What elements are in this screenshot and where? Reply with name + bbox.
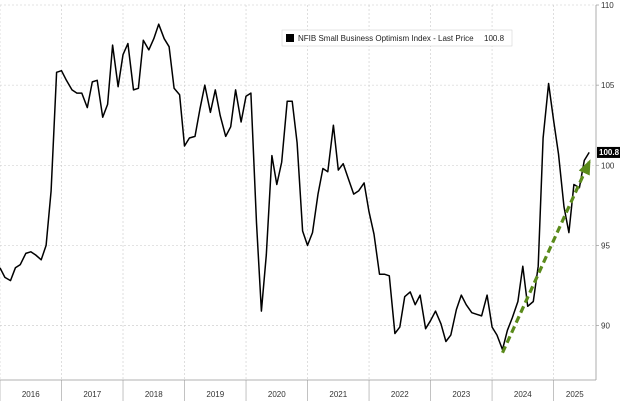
x-tick-label: 2024 [514, 390, 532, 399]
legend-swatch [286, 34, 294, 42]
x-tick-label: 2021 [329, 390, 347, 399]
series-layer [0, 23, 590, 351]
x-tick-label: 2018 [145, 390, 163, 399]
legend-series-name: NFIB Small Business Optimism Index - Las… [298, 34, 474, 43]
trend-arrowhead [578, 159, 591, 176]
grid-lines [0, 4, 596, 380]
trendline-layer [501, 159, 591, 354]
last-price-tag: 100.8 [597, 146, 620, 158]
x-tick-label: 2023 [452, 390, 470, 399]
x-tick-label: 2019 [206, 390, 224, 399]
x-tick-label: 2022 [391, 390, 409, 399]
y-tick-label: 90 [601, 322, 610, 331]
last-price-tag-label: 100.8 [599, 148, 620, 157]
x-tick-label: 2017 [83, 390, 101, 399]
y-tick-label: 100 [601, 161, 615, 170]
trend-arrow-line [501, 161, 591, 354]
y-tick-label: 105 [601, 81, 615, 90]
x-tick-label: 2016 [22, 390, 40, 399]
legend: NFIB Small Business Optimism Index - Las… [281, 29, 513, 47]
y-tick-label: 95 [601, 241, 610, 250]
last-price-tag-bg [597, 146, 620, 158]
x-tick-label: 2020 [268, 390, 286, 399]
series-line-nfib [0, 23, 590, 351]
legend-box [281, 29, 513, 47]
x-tick-label: 2025 [566, 390, 584, 399]
y-tick-label: 110 [601, 1, 614, 10]
legend-last-price: 100.8 [484, 34, 505, 43]
